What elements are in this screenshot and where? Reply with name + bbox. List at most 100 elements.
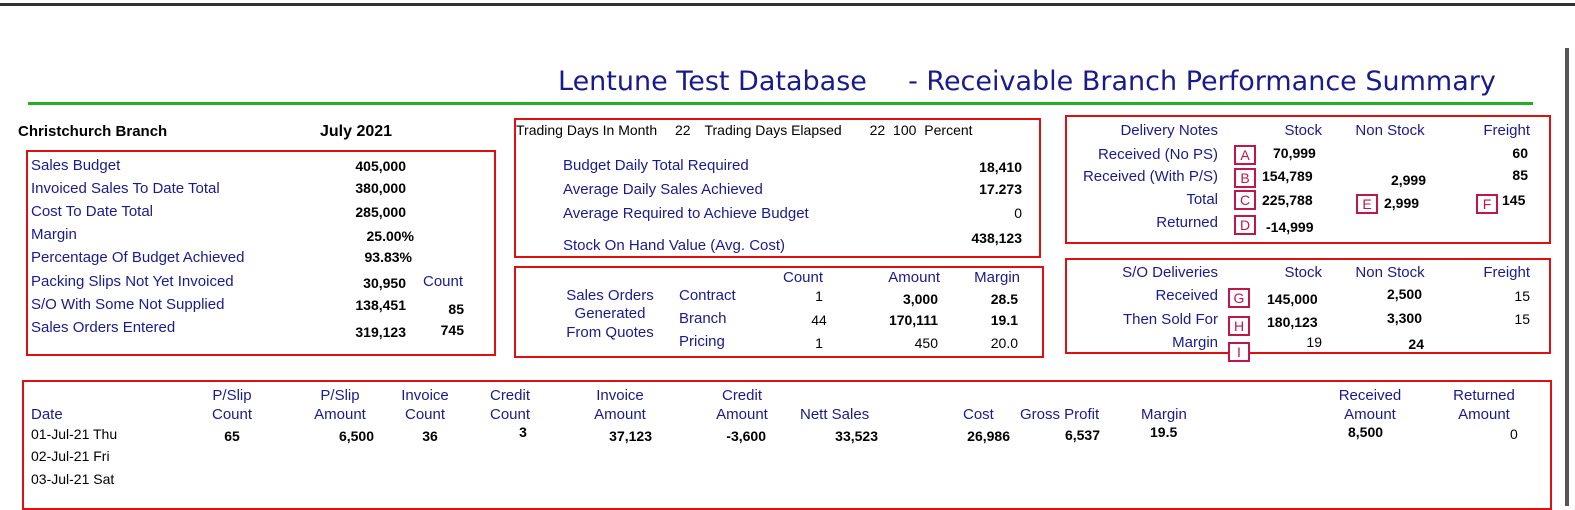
row1-credit-count: 3 [519,424,527,440]
col-returned-amount-header-1: Returned [1453,387,1515,404]
col-invoice-amount-header-2: Amount [594,406,646,423]
dn-stock-header: Stock [1284,122,1322,139]
row1-nett-sales: 33,523 [835,428,878,444]
quotes-margin-header: Margin [974,269,1020,286]
dn-returned-label: Returned [1156,214,1218,231]
dn-total-label: Total [1186,191,1218,208]
col-date-header: Date [31,406,63,423]
percent-value: 100 [893,122,917,138]
branch-word: Branch [115,123,168,140]
dn-received-with-ps-stock: 154,789 [1262,168,1313,184]
row1-gross-profit: 6,537 [1064,427,1100,443]
invoiced-value: 380,000 [355,180,406,196]
sod-margin-label: Margin [1172,334,1218,351]
so-not-supplied-value: 138,451 [355,297,406,313]
dn-received-no-ps-label: Received (No PS) [1097,146,1218,163]
sod-received-freight: 15 [1514,288,1530,304]
branch-name: Christchurch [18,123,112,140]
row1-date: 01-Jul-21 Thu [31,426,118,442]
col-returned-amount-header-2: Amount [1458,406,1510,423]
dn-tag-f: F [1476,194,1498,214]
col-pslip-amount-header-2: Amount [314,406,366,423]
so-not-supplied-count: 85 [448,301,464,317]
pct-budget-value: 93.83% [364,249,412,265]
row1-received-amount: 8,500 [1348,424,1384,440]
dn-received-with-ps-freight: 85 [1512,167,1528,183]
quote-type-contract: Contract [679,287,736,304]
dn-total-nonstock: 2,999 [1384,195,1420,211]
dn-total-stock: 225,788 [1262,192,1313,208]
packing-slips-label: Packing Slips Not Yet Invoiced [31,273,234,290]
quotes-count-header: Count [782,269,824,286]
sod-then-sold-stock: 180,123 [1267,314,1318,330]
sod-received-nonstock: 2,500 [1386,286,1422,302]
col-cost-header: Cost [963,406,994,423]
avg-required-label: Average Required to Achieve Budget [563,205,809,222]
so-entered-label: Sales Orders Entered [31,319,176,336]
top-frame-rule [0,3,1575,6]
quotes-panel [514,266,1044,358]
dn-returned-stock: -14,999 [1266,219,1314,235]
quote-count-branch: 44 [811,312,827,328]
so-not-supplied-label: S/O With Some Not Supplied [31,296,225,313]
row1-margin: 19.5 [1150,424,1178,440]
col-credit-amount-header-1: Credit [721,387,762,404]
sod-tag-i: I [1228,342,1250,362]
dn-tag-c: C [1234,190,1256,210]
row1-invoice-amount: 37,123 [609,428,652,444]
invoiced-label: Invoiced Sales To Date Total [31,180,220,197]
branch-heading: Christchurch Branch [18,123,167,140]
col-pslip-count-header-1: P/Slip [212,387,252,404]
quotes-label-2: Generated [574,305,646,322]
cost-label: Cost To Date Total [31,203,154,220]
sod-tag-h: H [1228,316,1250,336]
dn-nonstock-header: Non Stock [1355,122,1425,139]
sod-margin-stock: 19 [1306,334,1322,350]
sod-title: S/O Deliveries [1122,264,1218,281]
trading-days-line: Trading Days In Month 22 Trading Days El… [516,122,973,138]
sod-then-sold-label: Then Sold For [1122,311,1218,328]
stock-on-hand-value: 438,123 [971,230,1022,246]
row1-pslip-amount: 6,500 [338,428,374,444]
col-pslip-count-header-2: Count [211,406,253,423]
row1-credit-amount: -3,600 [726,428,766,444]
row1-returned-amount: 0 [1510,426,1518,442]
trading-panel [514,118,1041,258]
right-frame-rule [1565,48,1569,506]
col-received-amount-header-2: Amount [1344,406,1396,423]
dn-total-freight: 145 [1502,192,1526,208]
col-invoice-amount-header-1: Invoice [596,387,644,404]
dn-tag-d: D [1234,215,1256,235]
summary-panel [26,150,496,356]
sod-received-stock: 145,000 [1267,291,1318,307]
dn-received-with-ps-label: Received (With P/S) [1082,168,1218,185]
quote-margin-contract: 28.5 [990,291,1018,307]
sod-tag-g: G [1228,288,1250,308]
col-margin-header: Margin [1141,406,1187,423]
days-in-month-value: 22 [675,122,691,138]
percent-label: Percent [924,122,973,138]
row1-pslip-count: 65 [224,428,240,444]
packing-slips-value: 30,950 [363,275,406,291]
quote-type-pricing: Pricing [679,333,725,350]
sod-stock-header: Stock [1284,264,1322,281]
so-entered-value: 319,123 [355,324,406,340]
dn-tag-a: A [1234,145,1256,165]
packing-count-label: Count [423,273,464,290]
sod-then-sold-freight: 15 [1514,311,1530,327]
sod-received-label: Received [1155,287,1218,304]
sales-budget-label: Sales Budget [31,157,121,174]
quote-count-pricing: 1 [815,335,823,351]
cost-value: 285,000 [355,204,406,220]
col-nett-sales-header: Nett Sales [800,406,870,423]
days-in-month-label: Trading Days In Month [516,122,658,138]
quotes-label-3: From Quotes [566,324,654,341]
col-invoice-count-header-2: Count [404,406,446,423]
database-name: Lentune Test Database [558,66,867,97]
quote-amount-branch: 170,111 [888,312,938,328]
report-period: July 2021 [320,123,393,140]
sod-then-sold-nonstock: 3,300 [1386,310,1422,326]
so-entered-count: 745 [440,322,464,338]
avg-daily-label: Average Daily Sales Achieved [563,181,763,198]
days-elapsed-value: 22 [869,122,886,138]
